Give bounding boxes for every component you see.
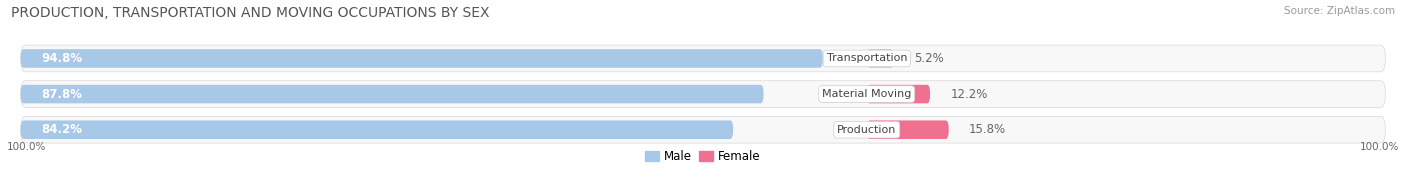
- Text: 94.8%: 94.8%: [41, 52, 83, 65]
- Text: Transportation: Transportation: [827, 54, 907, 64]
- Text: 12.2%: 12.2%: [950, 88, 988, 101]
- Text: PRODUCTION, TRANSPORTATION AND MOVING OCCUPATIONS BY SEX: PRODUCTION, TRANSPORTATION AND MOVING OC…: [11, 6, 489, 20]
- Text: 87.8%: 87.8%: [41, 88, 82, 101]
- Text: Source: ZipAtlas.com: Source: ZipAtlas.com: [1284, 6, 1395, 16]
- Text: Production: Production: [837, 125, 897, 135]
- FancyBboxPatch shape: [866, 85, 929, 103]
- FancyBboxPatch shape: [21, 45, 1385, 72]
- FancyBboxPatch shape: [21, 49, 823, 68]
- FancyBboxPatch shape: [21, 116, 1385, 143]
- Text: 84.2%: 84.2%: [41, 123, 82, 136]
- Text: Material Moving: Material Moving: [823, 89, 911, 99]
- Legend: Male, Female: Male, Female: [641, 146, 765, 168]
- Text: 5.2%: 5.2%: [914, 52, 943, 65]
- FancyBboxPatch shape: [866, 121, 949, 139]
- FancyBboxPatch shape: [21, 81, 1385, 107]
- FancyBboxPatch shape: [21, 121, 733, 139]
- Text: 100.0%: 100.0%: [1360, 142, 1399, 152]
- Text: 100.0%: 100.0%: [7, 142, 46, 152]
- FancyBboxPatch shape: [21, 85, 763, 103]
- Text: 15.8%: 15.8%: [969, 123, 1007, 136]
- FancyBboxPatch shape: [866, 49, 894, 68]
